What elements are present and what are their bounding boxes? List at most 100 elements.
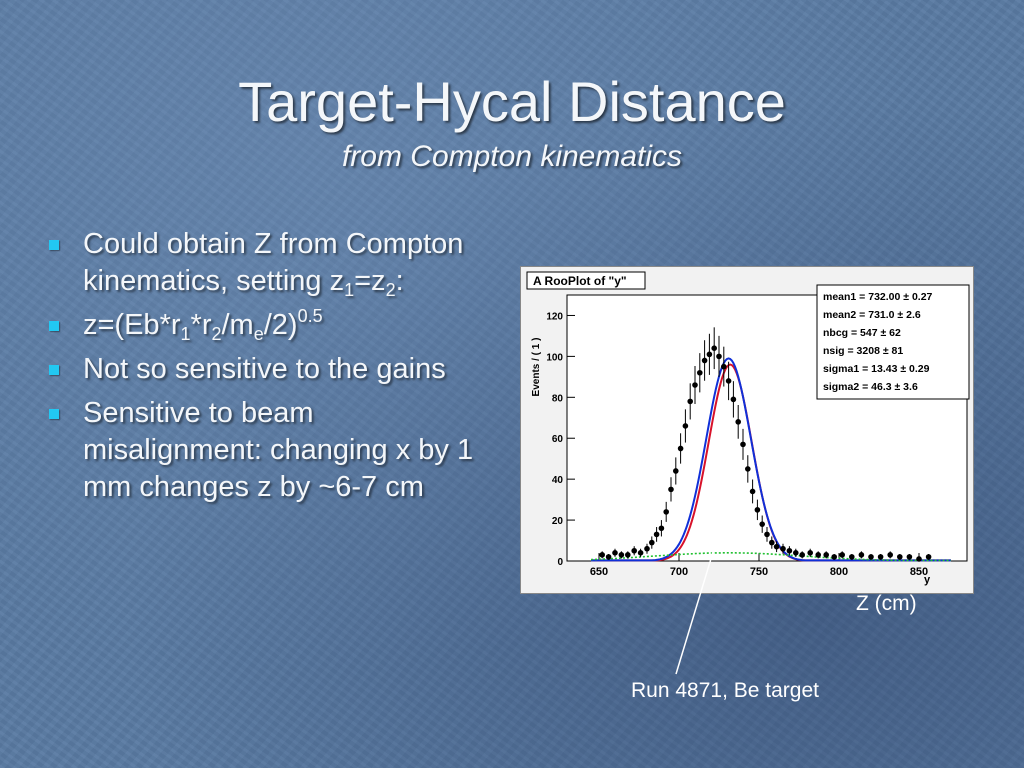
- pointer-line: [675, 505, 728, 675]
- data-point: [887, 551, 893, 559]
- data-point: [618, 551, 625, 559]
- stats-box: [816, 284, 970, 400]
- bullet-item-gains: Not so sensitive to the gains: [45, 351, 485, 388]
- run-caption: Run 4871, Be target: [631, 679, 819, 702]
- bullet-text: =z: [354, 265, 386, 297]
- superscript: 0.5: [297, 306, 323, 326]
- bullet-text: Could obtain Z from Compton kinematics, …: [83, 228, 464, 297]
- data-point: [721, 346, 727, 387]
- point-marker: [644, 545, 650, 552]
- point-marker: [637, 550, 644, 556]
- point-marker: [877, 554, 884, 560]
- data-point: [759, 515, 765, 533]
- data-points: [599, 327, 932, 562]
- fit-curves: [591, 357, 951, 562]
- point-marker: [631, 547, 637, 554]
- point-marker: [773, 543, 780, 550]
- data-point: [653, 527, 660, 542]
- bullet-text: /2): [263, 309, 298, 341]
- y-tick-label: 100: [546, 352, 563, 363]
- data-point: [897, 554, 903, 560]
- subscript: 2: [385, 280, 396, 300]
- data-point: [682, 409, 689, 443]
- slide-title: Target-Hycal Distance: [238, 70, 786, 133]
- data-point: [799, 551, 805, 559]
- y-tick-label: 0: [557, 557, 563, 568]
- data-point: [692, 366, 698, 405]
- data-point: [673, 457, 679, 485]
- x-tick-label: 800: [830, 566, 848, 578]
- stats-line: nbcg = 547 ± 62: [823, 327, 901, 339]
- y-tick-label: 20: [552, 516, 564, 527]
- x-axis-label: y: [924, 574, 931, 586]
- bullet-text: Sensitive to beam misalignment: changing…: [83, 397, 474, 503]
- bullet-square-icon: [49, 240, 59, 250]
- bullet-item-formula: z=(Eb*r1*r2/me/2)0.5: [45, 307, 485, 344]
- data-point: [599, 551, 605, 559]
- bullet-square-icon: [49, 365, 59, 375]
- data-point: [697, 353, 703, 393]
- data-point: [925, 554, 932, 560]
- point-marker: [815, 552, 821, 558]
- point-marker: [793, 550, 799, 556]
- data-point: [644, 543, 650, 554]
- data-point: [786, 546, 793, 556]
- point-marker: [711, 345, 717, 351]
- point-marker: [625, 552, 631, 558]
- data-point: [735, 404, 741, 439]
- point-marker: [687, 398, 693, 405]
- subscript: 2: [211, 324, 222, 344]
- y-tick-label: 80: [552, 393, 564, 404]
- point-marker: [701, 357, 708, 364]
- point-marker: [668, 486, 674, 493]
- fit-curve-2: [591, 552, 951, 562]
- data-point: [711, 327, 717, 370]
- plot-header: A RooPlot of "y": [533, 274, 627, 288]
- data-point: [858, 551, 865, 559]
- point-marker: [906, 554, 913, 560]
- data-point: [663, 501, 669, 522]
- y-tick-label: 120: [546, 311, 563, 322]
- point-marker: [618, 552, 625, 558]
- point-marker: [721, 363, 727, 370]
- point-marker: [807, 550, 813, 556]
- point-marker: [916, 556, 922, 562]
- stats-line: sigma2 = 46.3 ± 3.6: [823, 381, 918, 393]
- bullet-text: /m: [221, 309, 254, 341]
- point-marker: [849, 554, 855, 560]
- point-marker: [673, 468, 679, 474]
- z-axis-caption: Z (cm): [856, 592, 917, 615]
- x-tick-label: 700: [670, 566, 688, 578]
- bullet-text: *r: [190, 309, 212, 341]
- data-point: [780, 543, 786, 554]
- data-point: [868, 554, 874, 560]
- data-point: [916, 556, 922, 562]
- x-tick-label: 750: [750, 566, 768, 578]
- point-marker: [697, 369, 703, 376]
- point-marker: [706, 351, 713, 358]
- rooplot-svg: A RooPlot of "y" Events / ( 1 ) y 650 700…: [521, 267, 973, 593]
- point-marker: [823, 552, 829, 558]
- point-marker: [653, 531, 660, 538]
- point-marker: [759, 521, 765, 527]
- data-point: [823, 551, 829, 559]
- point-marker: [740, 441, 746, 448]
- point-marker: [658, 525, 665, 532]
- point-marker: [769, 539, 775, 546]
- data-point: [877, 554, 884, 560]
- bullet-text: :: [395, 265, 404, 297]
- data-point: [677, 433, 684, 464]
- data-point: [701, 340, 708, 381]
- subscript: 1: [344, 280, 355, 300]
- point-marker: [682, 423, 689, 429]
- data-point: [793, 548, 799, 557]
- point-marker: [716, 353, 722, 360]
- data-point: [668, 477, 674, 502]
- point-marker: [599, 552, 605, 558]
- point-marker: [799, 552, 805, 558]
- bullet-text: z=(Eb*r: [83, 309, 181, 341]
- bullet-text: Not so sensitive to the gains: [83, 353, 446, 385]
- point-marker: [858, 552, 865, 558]
- data-point: [725, 361, 732, 401]
